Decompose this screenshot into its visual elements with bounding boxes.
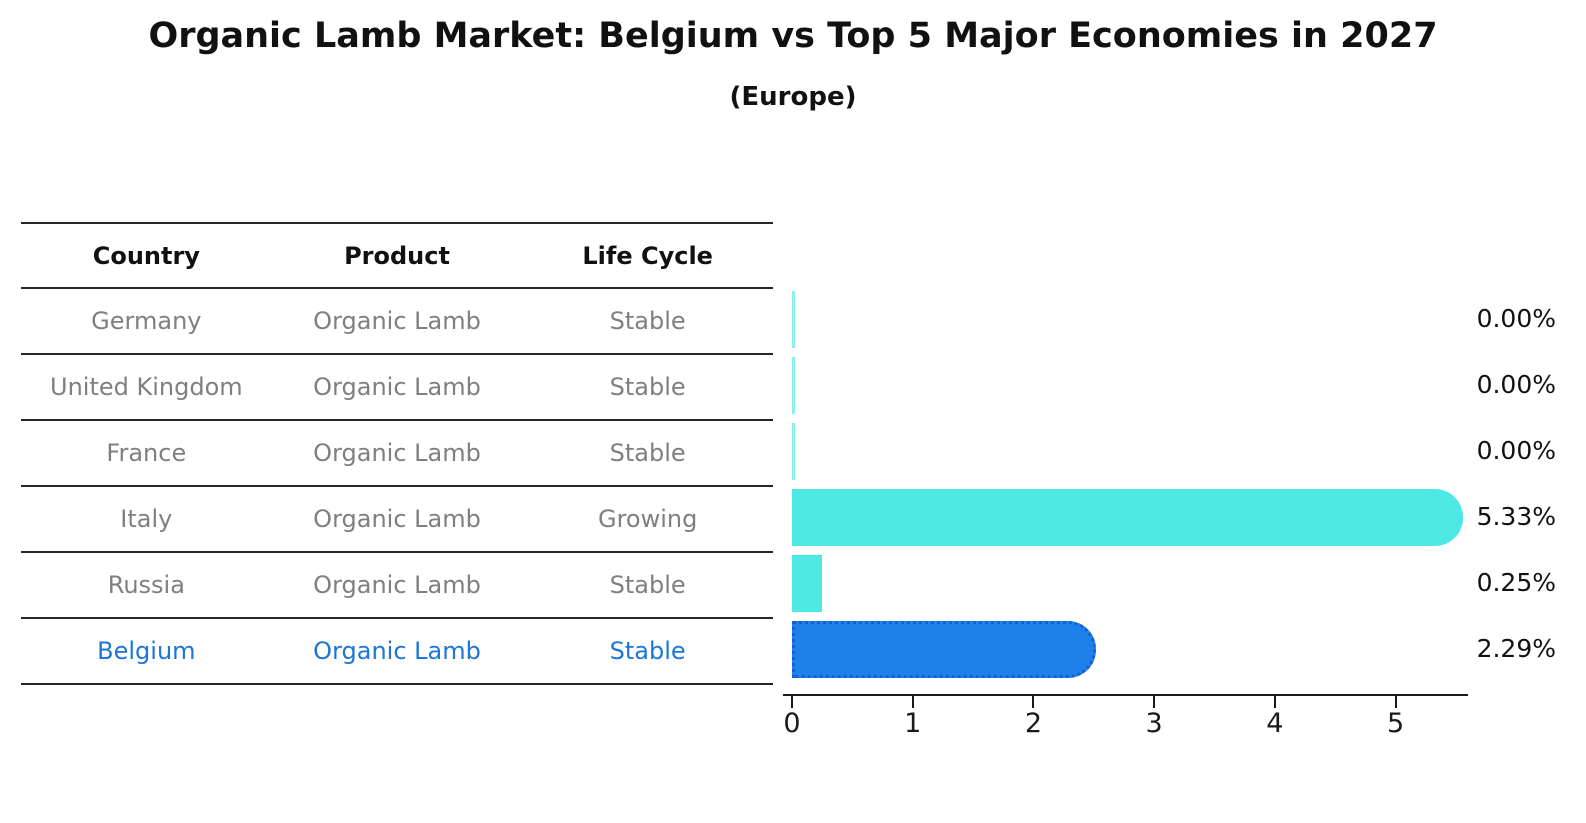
x-axis-line xyxy=(783,694,1468,696)
cell-country: Germany xyxy=(91,307,202,335)
bar-russia xyxy=(792,555,823,612)
cell-life-cycle: Stable xyxy=(609,439,686,467)
table-row-belgium: Belgium Organic Lamb Stable xyxy=(21,619,773,685)
table-row-russia: Russia Organic Lamb Stable xyxy=(21,553,773,619)
cell-life-cycle: Stable xyxy=(609,571,686,599)
bar-slot xyxy=(792,485,1468,551)
column-header-product: Product xyxy=(344,241,450,270)
cell-product: Organic Lamb xyxy=(313,637,481,665)
x-tick-label: 3 xyxy=(1145,708,1163,739)
bar-belgium xyxy=(792,621,1097,678)
bar-slot xyxy=(792,617,1468,683)
x-tick-mark xyxy=(1273,696,1276,708)
x-tick-mark xyxy=(1153,696,1156,708)
table-row-germany: Germany Organic Lamb Stable xyxy=(21,289,773,355)
x-tick-label: 5 xyxy=(1386,708,1405,739)
table-row-italy: Italy Organic Lamb Growing xyxy=(21,487,773,553)
value-label-united-kingdom: 0.00% xyxy=(1476,370,1556,399)
bar-slot xyxy=(792,287,1468,353)
value-label-germany: 0.00% xyxy=(1476,304,1556,333)
bar-chart-plot-area xyxy=(792,287,1468,683)
cell-life-cycle: Stable xyxy=(609,373,686,401)
column-header-life-cycle: Life Cycle xyxy=(582,241,713,270)
cell-life-cycle: Stable xyxy=(609,637,686,665)
cell-product: Organic Lamb xyxy=(313,439,481,467)
bar-slot xyxy=(792,353,1468,419)
value-label-belgium: 2.29% xyxy=(1476,634,1556,663)
bar-slot xyxy=(792,419,1468,485)
x-tick-label: 2 xyxy=(1024,708,1043,739)
value-label-france: 0.00% xyxy=(1476,436,1556,465)
cell-product: Organic Lamb xyxy=(313,307,481,335)
column-header-country: Country xyxy=(92,241,200,270)
cell-country: Italy xyxy=(120,505,173,533)
bar-france xyxy=(792,423,795,480)
table-row-france: France Organic Lamb Stable xyxy=(21,421,773,487)
value-label-russia: 0.25% xyxy=(1476,568,1556,597)
x-tick-mark xyxy=(1394,696,1397,708)
cell-life-cycle: Growing xyxy=(597,505,698,533)
country-table: Country Product Life Cycle Germany Organi… xyxy=(21,222,773,685)
value-label-italy: 5.33% xyxy=(1476,502,1556,531)
table-body: Germany Organic Lamb Stable United Kingdom O… xyxy=(21,289,773,685)
cell-product: Organic Lamb xyxy=(313,505,481,533)
cell-life-cycle: Stable xyxy=(609,307,686,335)
cell-product: Organic Lamb xyxy=(313,373,481,401)
bar-slot xyxy=(792,551,1468,617)
x-tick-label: 1 xyxy=(904,708,922,739)
x-tick-label: 0 xyxy=(783,708,801,739)
x-tick-mark xyxy=(1032,696,1035,708)
cell-product: Organic Lamb xyxy=(313,571,481,599)
chart-title: Organic Lamb Market: Belgium vs Top 5 Ma… xyxy=(148,16,1438,56)
cell-country: France xyxy=(106,439,187,467)
cell-country: United Kingdom xyxy=(50,373,243,401)
x-tick-mark xyxy=(791,696,793,708)
x-tick-mark xyxy=(911,696,914,708)
bar-united-kingdom xyxy=(792,357,795,414)
chart-subtitle: (Europe) xyxy=(729,82,857,112)
table-header-row: Country Product Life Cycle xyxy=(21,224,773,289)
bar-italy xyxy=(792,489,1464,546)
cell-country: Belgium xyxy=(97,637,196,665)
cell-country: Russia xyxy=(107,571,185,599)
table-row-united-kingdom: United Kingdom Organic Lamb Stable xyxy=(21,355,773,421)
bar-germany xyxy=(792,291,795,348)
x-tick-label: 4 xyxy=(1266,708,1284,739)
